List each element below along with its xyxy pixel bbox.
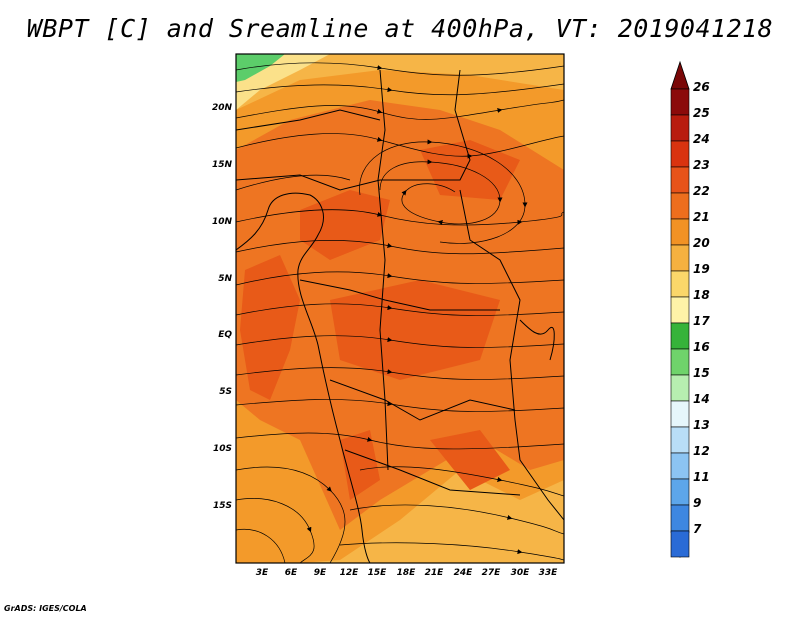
colorbar: [670, 60, 690, 559]
colorbar-label: 23: [693, 158, 710, 172]
colorbar-label: 14: [693, 392, 710, 406]
colorbar-segment: [670, 166, 690, 194]
colorbar-label: 21: [693, 210, 710, 224]
lat-label: EQ: [218, 330, 232, 340]
fill-level-23: [430, 430, 510, 490]
colorbar-segment: [670, 374, 690, 402]
colorbar-segment: [670, 218, 690, 246]
colorbar-segment: [670, 452, 690, 480]
coastline-borders: [236, 69, 564, 563]
lat-label: 5N: [218, 274, 232, 284]
lat-label: 15N: [211, 160, 232, 170]
colorbar-label: 9: [693, 496, 702, 510]
fill-level-23: [340, 430, 380, 500]
lat-label: 5S: [219, 387, 232, 397]
colorbar-label: 12: [693, 444, 710, 458]
lon-label: 33E: [538, 568, 558, 578]
grads-credit: GrADS: IGES/COLA: [4, 604, 87, 613]
colorbar-label: 17: [693, 314, 710, 328]
colorbar-label: 16: [693, 340, 710, 354]
lon-label: 6E: [284, 568, 298, 578]
colorbar-segment: [670, 296, 690, 324]
colorbar-segment: [670, 114, 690, 142]
colorbar-segment: [670, 244, 690, 272]
lon-label: 3E: [255, 568, 269, 578]
lon-label: 24E: [453, 568, 473, 578]
colorbar-label: 24: [693, 132, 710, 146]
lon-label: 30E: [510, 568, 530, 578]
colorbar-label: 19: [693, 262, 710, 276]
colorbar-segment: [670, 504, 690, 532]
colorbar-label: 15: [693, 366, 710, 380]
fill-level-23: [240, 255, 300, 400]
colorbar-segment: [670, 530, 690, 558]
lat-label: 15S: [212, 501, 232, 511]
colorbar-label: 20: [693, 236, 710, 250]
colorbar-segment: [670, 270, 690, 298]
colorbar-segment: [670, 140, 690, 168]
lat-label: 10N: [211, 217, 232, 227]
colorbar-segment: [670, 88, 690, 116]
streamlines: [236, 62, 564, 563]
colorbar-label: 22: [693, 184, 710, 198]
fill-level-17: [236, 54, 285, 82]
colorbar-label: 18: [693, 288, 710, 302]
lat-label: 20N: [211, 103, 232, 113]
fill-level-23: [330, 280, 500, 380]
lon-label: 18E: [396, 568, 416, 578]
lon-label: 9E: [313, 568, 327, 578]
chart-title: WBPT [C] and Sreamline at 400hPa, VT: 20…: [26, 14, 774, 43]
colorbar-label: 7: [693, 522, 702, 536]
colorbar-segment: [670, 478, 690, 506]
colorbar-label: 13: [693, 418, 710, 432]
colorbar-segment: [670, 348, 690, 376]
map-plot-area[interactable]: [236, 54, 564, 563]
colorbar-top-arrow: [670, 60, 690, 90]
colorbar-segment: [670, 400, 690, 428]
colorbar-label: 26: [693, 80, 710, 94]
plot-frame: [235, 53, 565, 564]
lon-label: 21E: [424, 568, 444, 578]
colorbar-segment: [670, 192, 690, 220]
lon-label: 27E: [481, 568, 501, 578]
colorbar-segment: [670, 322, 690, 350]
lon-label: 12E: [339, 568, 359, 578]
lat-label: 10S: [212, 444, 232, 454]
colorbar-segment: [670, 426, 690, 454]
lon-label: 15E: [367, 568, 387, 578]
colorbar-label: 25: [693, 106, 710, 120]
colorbar-label: 11: [693, 470, 710, 484]
